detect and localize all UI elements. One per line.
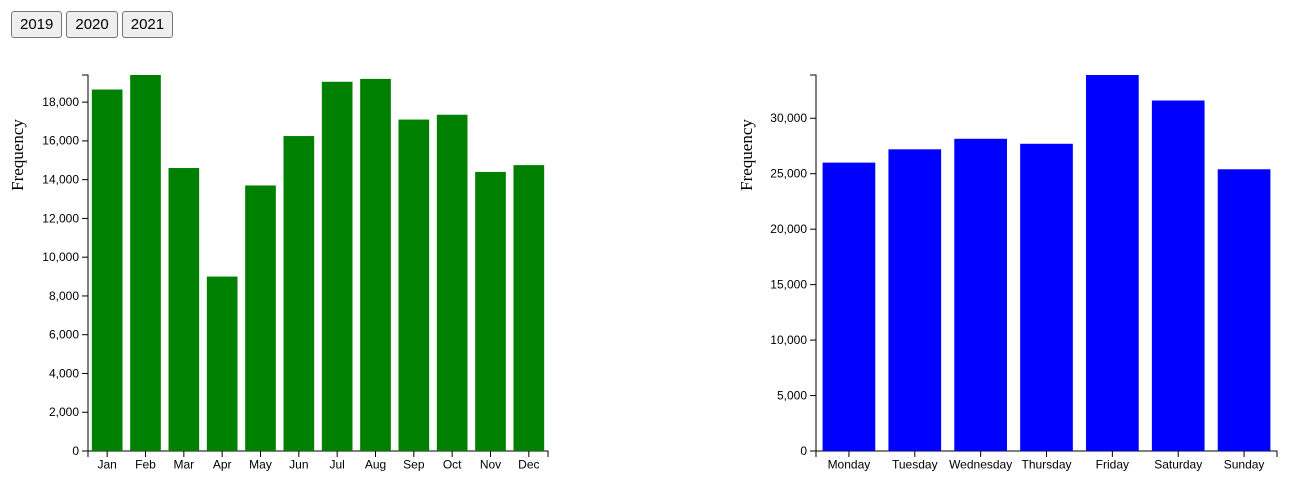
monthly-bar-nov [475, 171, 506, 451]
monthly-x-tick-label-mar: Mar [173, 458, 194, 472]
weekday-frequency-chart: 0 5,000 10,000 15,000 20,000 25,000 30,000 Mond… [737, 74, 1278, 472]
monthly-y-tick-label: 16,000 [42, 134, 79, 148]
monthly-y-axis-label: Frequency [8, 119, 27, 191]
monthly-bar-jun [283, 136, 315, 451]
monthly-x-tick-label-sep: Sep [403, 458, 425, 472]
monthly-bar-sep [398, 119, 430, 451]
weekday-x-tick-label-monday: Monday [828, 458, 871, 472]
weekday-bar-wednesday [954, 138, 1007, 451]
weekday-bar-thursday [1020, 143, 1073, 451]
weekday-x-tick-label-friday: Friday [1096, 458, 1129, 472]
monthly-bar-oct [436, 114, 468, 451]
weekday-x-tick-label-thursday: Thursday [1021, 458, 1071, 472]
monthly-bar-jul [321, 81, 353, 451]
weekday-axes: 0 5,000 10,000 15,000 20,000 25,000 30,000 Mond… [770, 74, 1278, 472]
monthly-x-axis-line [87, 450, 549, 457]
monthly-x-tick-label-may: May [249, 458, 272, 472]
monthly-bars [91, 75, 545, 452]
year-button-2019[interactable]: 2019 [11, 11, 63, 38]
year-selector: 2019 2020 2021 [11, 11, 174, 38]
monthly-y-tick-label: 0 [72, 444, 79, 458]
monthly-y-tick-label: 2,000 [49, 405, 79, 419]
weekday-bar-monday [822, 162, 876, 451]
monthly-y-tick-label: 12,000 [42, 211, 79, 225]
weekday-y-tick-label: 5,000 [777, 388, 807, 402]
monthly-x-tick-label-aug: Aug [365, 458, 386, 472]
monthly-x-tick-label-jun: Jun [289, 458, 308, 472]
weekday-bar-friday [1086, 75, 1139, 451]
monthly-x-tick-label-feb: Feb [135, 458, 156, 472]
year-button-2020[interactable]: 2020 [66, 11, 118, 38]
weekday-y-tick-label: 30,000 [770, 111, 807, 125]
monthly-bar-mar [168, 168, 200, 451]
weekday-bar-tuesday [888, 149, 942, 451]
weekday-x-tick-label-tuesday: Tuesday [892, 458, 938, 472]
year-button-2021[interactable]: 2021 [121, 11, 174, 38]
monthly-x-tick-label-jul: Jul [329, 458, 344, 472]
monthly-bar-aug [360, 78, 391, 452]
monthly-bar-dec [513, 165, 545, 451]
weekday-y-tick-label: 25,000 [770, 167, 807, 181]
monthly-y-tick-label: 10,000 [42, 250, 79, 264]
monthly-bar-apr [206, 276, 238, 451]
monthly-y-tick-label: 8,000 [49, 289, 79, 303]
weekday-y-tick-label: 20,000 [770, 222, 807, 236]
weekday-bar-saturday [1151, 100, 1205, 452]
monthly-x-tick-label-apr: Apr [213, 458, 232, 472]
weekday-bar-sunday [1217, 169, 1271, 451]
weekday-y-axis-label: Frequency [737, 119, 756, 191]
monthly-x-tick-label-jan: Jan [97, 458, 116, 472]
monthly-y-axis-line [82, 74, 89, 452]
monthly-y-tick-label: 14,000 [42, 172, 79, 186]
weekday-x-tick-label-sunday: Sunday [1224, 458, 1265, 472]
monthly-x-tick-label-dec: Dec [518, 458, 539, 472]
monthly-bar-may [245, 185, 276, 451]
weekday-x-tick-label-wednesday: Wednesday [949, 458, 1012, 472]
monthly-y-tick-label: 4,000 [49, 366, 79, 380]
weekday-y-tick-label: 15,000 [770, 277, 807, 291]
weekday-x-tick-label-saturday: Saturday [1154, 458, 1202, 472]
weekday-y-tick-label: 10,000 [770, 333, 807, 347]
monthly-y-tick-label: 18,000 [42, 95, 79, 109]
monthly-y-tick-label: 6,000 [49, 328, 79, 342]
monthly-x-tick-label-nov: Nov [480, 458, 501, 472]
weekday-y-axis-line [810, 74, 817, 452]
monthly-bar-jan [91, 89, 123, 452]
monthly-frequency-chart: 0 2,000 4,000 6,000 8,000 10,000 12,000 14,000 1… [8, 74, 549, 472]
monthly-axes: 0 2,000 4,000 6,000 8,000 10,000 12,000 14,000 1… [42, 74, 549, 472]
weekday-y-tick-label: 0 [800, 444, 807, 458]
monthly-x-tick-label-oct: Oct [443, 458, 462, 472]
monthly-bar-feb [130, 75, 161, 451]
weekday-bars [822, 75, 1271, 452]
